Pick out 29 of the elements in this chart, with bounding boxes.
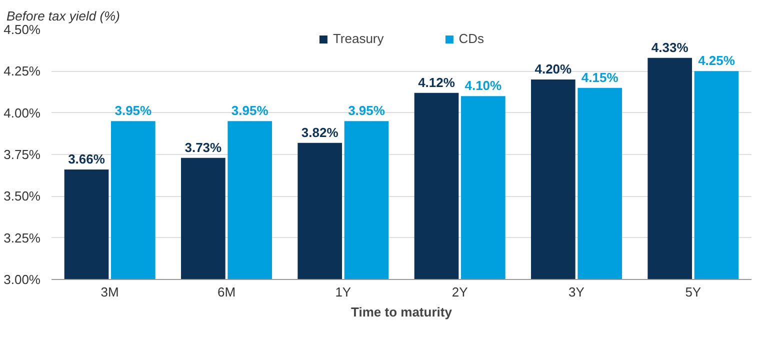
data-label: 4.20% bbox=[534, 62, 572, 76]
legend-label: Treasury bbox=[332, 31, 384, 46]
x-tick-label: 5Y bbox=[685, 284, 702, 300]
data-label: 3.73% bbox=[184, 140, 222, 155]
data-label: 4.10% bbox=[464, 78, 502, 94]
data-label: 4.12% bbox=[418, 74, 456, 90]
y-tick-label: 4.25% bbox=[4, 64, 41, 79]
x-tick-label: 1Y bbox=[335, 284, 352, 300]
y-tick-label: 3.50% bbox=[4, 188, 41, 204]
y-tick-label: 3.25% bbox=[4, 230, 41, 246]
x-tick-label: 3Y bbox=[568, 284, 585, 300]
data-label: 3.95% bbox=[348, 103, 386, 118]
y-tick-label: 3.75% bbox=[4, 147, 41, 162]
data-label: 4.33% bbox=[651, 40, 689, 55]
y-axis-title: Before tax yield (%) bbox=[6, 8, 120, 24]
y-tick-label: 4.00% bbox=[4, 105, 41, 120]
data-label: 4.25% bbox=[698, 53, 736, 68]
data-label: 3.95% bbox=[114, 103, 152, 118]
legend-label: CDs bbox=[458, 31, 484, 46]
x-tick-label: 6M bbox=[217, 284, 236, 300]
x-axis-title: Time to maturity bbox=[351, 304, 453, 320]
data-label: 3.95% bbox=[231, 103, 269, 118]
x-tick-label: 3M bbox=[100, 284, 119, 300]
data-label: 3.66% bbox=[68, 152, 106, 166]
data-label: 3.82% bbox=[301, 124, 339, 140]
y-tick-label: 3.00% bbox=[4, 272, 41, 287]
x-tick-label: 2Y bbox=[452, 284, 468, 300]
data-label: 4.15% bbox=[581, 70, 619, 85]
y-tick-label: 4.50% bbox=[4, 22, 41, 37]
